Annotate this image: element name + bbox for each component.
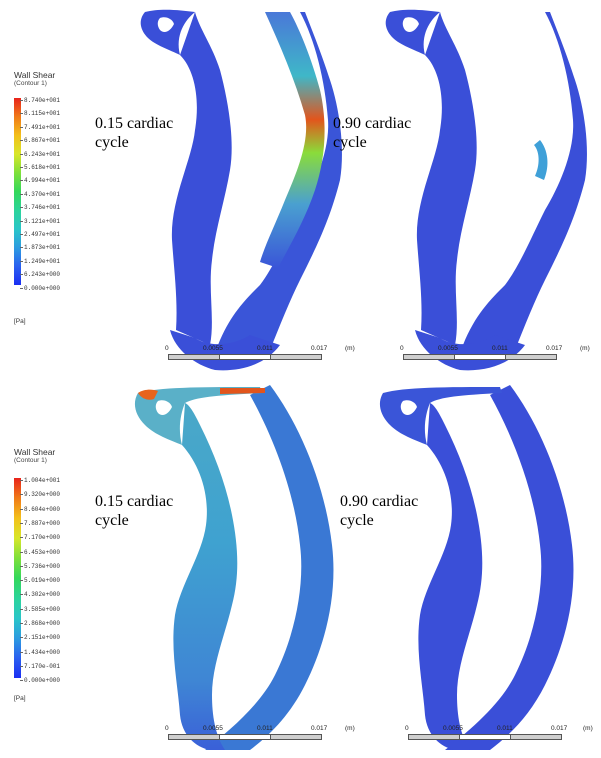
scale-tick: 0.017: [311, 725, 328, 732]
top-legend: Wall Shear (Contour 1) 8.740e+001 8.115e…: [14, 70, 104, 340]
top-left-cycle-label: 0.15 cardiac cycle: [95, 115, 174, 151]
legend-colorbar: [14, 478, 21, 678]
legend-tick: 9.320e+000: [19, 491, 61, 499]
scale-tick: 0.017: [551, 725, 568, 732]
legend-tick: 3.585e+000: [19, 605, 61, 613]
top-right-cycle-label: 0.90 cardiac cycle: [333, 115, 412, 151]
scale-tick: 0: [400, 345, 404, 352]
bottom-legend: Wall Shear (Contour 1) 1.004e+001 9.320e…: [14, 447, 104, 717]
bottom-left-scale-bar: 0 0.0055 0.011 0.017 (m): [165, 725, 365, 755]
scale-tick: 0.017: [311, 345, 328, 352]
scale-tick: 0.017: [546, 345, 563, 352]
top-right-scale-bar: 0 0.0055 0.011 0.017 (m): [400, 345, 600, 375]
legend-title: Wall Shear: [14, 70, 56, 80]
scale-tick: 0: [165, 345, 169, 352]
scale-unit: (m): [345, 725, 355, 732]
legend-tick: 1.249e+001: [19, 257, 61, 265]
legend-subtitle: (Contour 1): [14, 457, 47, 464]
legend-tick: 6.243e+001: [19, 150, 61, 158]
legend-title: Wall Shear: [14, 447, 56, 457]
legend-tick: 7.887e+000: [19, 519, 61, 527]
legend-tick: 7.170e-001: [19, 662, 61, 670]
scale-tick: 0.0055: [203, 725, 223, 732]
legend-tick: 5.618e+001: [19, 164, 61, 171]
legend-tick: 0.000e+000: [19, 677, 61, 685]
legend-tick: 4.370e+001: [19, 190, 61, 198]
legend-tick: 8.604e+000: [19, 505, 61, 513]
top-right-vessel-render: [385, 9, 587, 371]
legend-tick: 5.019e+000: [19, 577, 61, 585]
scale-tick: 0.011: [492, 345, 508, 352]
bottom-right-vessel-render: [379, 385, 574, 750]
bottom-right-scale-bar: 0 0.0055 0.011 0.017 (m): [405, 725, 601, 755]
scale-tick: 0.011: [497, 725, 513, 732]
legend-tick: 7.170e+000: [19, 534, 61, 542]
legend-tick: 2.497e+001: [19, 231, 61, 238]
scale-unit: (m): [345, 345, 355, 352]
bottom-panel: Wall Shear (Contour 1) 1.004e+001 9.320e…: [0, 385, 601, 758]
legend-tick: 8.740e+001: [19, 97, 61, 104]
bottom-left-cycle-label: 0.15 cardiac cycle: [95, 493, 174, 529]
legend-colorbar: [14, 98, 21, 285]
legend-tick: 4.302e+000: [19, 591, 61, 599]
legend-tick: 4.994e+001: [19, 177, 61, 185]
legend-tick: 0.000e+000: [19, 284, 61, 292]
legend-unit: [Pa]: [14, 318, 26, 325]
legend-tick: 5.736e+000: [19, 562, 61, 570]
bottom-right-cycle-label: 0.90 cardiac cycle: [340, 493, 419, 529]
scale-tick: 0: [165, 725, 169, 732]
scale-tick: 0.011: [257, 345, 273, 352]
top-left-scale-bar: 0 0.0055 0.011 0.017 (m): [165, 345, 365, 375]
legend-unit: [Pa]: [14, 695, 26, 702]
scale-tick: 0.0055: [438, 345, 458, 352]
legend-subtitle: (Contour 1): [14, 80, 47, 87]
scale-tick: 0.0055: [443, 725, 463, 732]
scale-tick: 0.0055: [203, 345, 223, 352]
legend-tick: 6.243e+000: [19, 271, 61, 279]
legend-tick: 3.121e+001: [19, 217, 61, 225]
top-left-vessel-render: [140, 9, 342, 371]
legend-tick: 6.453e+000: [19, 548, 61, 556]
legend-tick: 2.151e+000: [19, 634, 61, 642]
legend-tick: 7.491e+001: [19, 123, 61, 131]
scale-unit: (m): [580, 345, 590, 352]
top-panel: Wall Shear (Contour 1) 8.740e+001 8.115e…: [14, 9, 600, 375]
legend-tick: 3.746e+001: [19, 204, 61, 212]
legend-tick: 6.867e+001: [19, 137, 61, 145]
legend-tick: 1.004e+001: [19, 477, 61, 484]
legend-tick: 2.868e+000: [19, 620, 61, 627]
scale-tick: 0.011: [257, 725, 273, 732]
legend-tick: 1.434e+000: [19, 648, 61, 656]
scale-unit: (m): [583, 725, 593, 732]
legend-tick: 8.115e+001: [19, 110, 61, 118]
scale-tick: 0: [405, 725, 409, 732]
legend-tick: 1.873e+001: [19, 244, 61, 252]
bottom-left-vessel-render: [134, 385, 334, 750]
